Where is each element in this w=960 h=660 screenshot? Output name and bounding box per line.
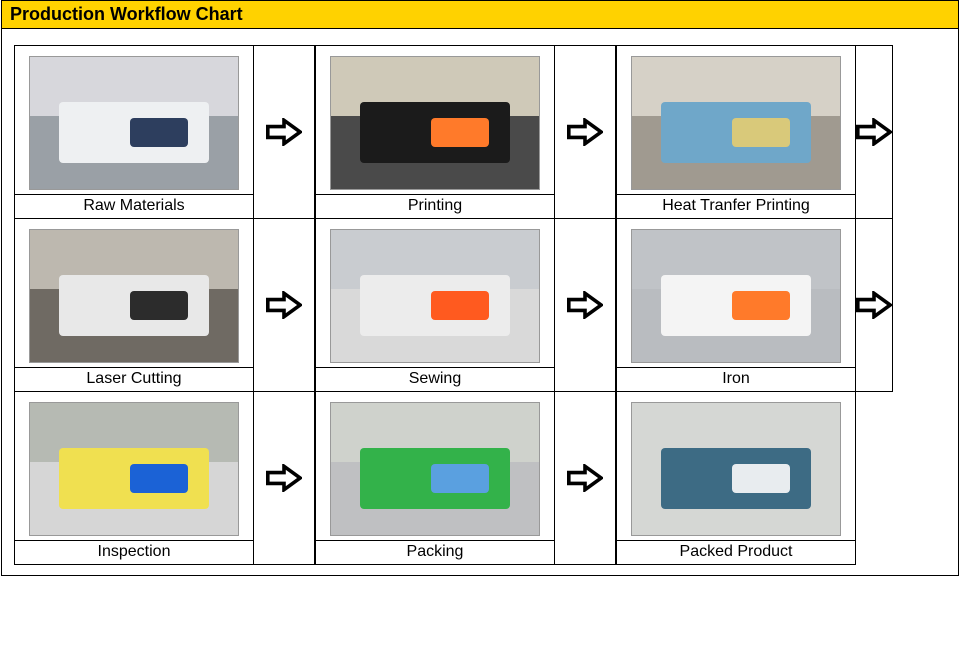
- step-caption: Raw Materials: [15, 194, 253, 218]
- step-cell-sewing: Sewing: [315, 218, 555, 392]
- step-caption: Packed Product: [617, 540, 855, 564]
- step-photo: [330, 402, 540, 536]
- step-photo: [29, 402, 239, 536]
- step-caption: Heat Tranfer Printing: [617, 194, 855, 218]
- chart-row: Raw Materials Printing Heat Tranfer Prin…: [14, 45, 946, 219]
- header-title: Production Workflow Chart: [10, 4, 243, 24]
- step-photo: [330, 229, 540, 363]
- step-caption: Inspection: [15, 540, 253, 564]
- chart-grid: Raw Materials Printing Heat Tranfer Prin…: [2, 29, 958, 575]
- arrow-right-icon: [253, 218, 315, 392]
- step-cell-heat-transfer-printing: Heat Tranfer Printing: [616, 45, 856, 219]
- chart-row: Inspection Packing Packed Product: [14, 391, 946, 565]
- arrow-right-icon: [253, 45, 315, 219]
- step-photo: [330, 56, 540, 190]
- step-photo-wrap: [15, 46, 253, 194]
- step-cell-printing: Printing: [315, 45, 555, 219]
- step-caption: Sewing: [316, 367, 554, 391]
- arrow-right-icon: [855, 218, 893, 392]
- step-photo-wrap: [617, 219, 855, 367]
- step-photo: [631, 402, 841, 536]
- header-bar: Production Workflow Chart: [2, 1, 958, 29]
- arrow-right-icon: [554, 391, 616, 565]
- step-cell-packing: Packing: [315, 391, 555, 565]
- step-cell-iron: Iron: [616, 218, 856, 392]
- step-photo-wrap: [15, 219, 253, 367]
- step-photo: [631, 56, 841, 190]
- step-photo: [29, 56, 239, 190]
- step-photo-wrap: [316, 46, 554, 194]
- step-caption: Printing: [316, 194, 554, 218]
- step-photo: [631, 229, 841, 363]
- step-cell-raw-materials: Raw Materials: [14, 45, 254, 219]
- step-cell-laser-cutting: Laser Cutting: [14, 218, 254, 392]
- workflow-chart-frame: Production Workflow Chart Raw Materials …: [1, 0, 959, 576]
- step-caption: Packing: [316, 540, 554, 564]
- step-photo: [29, 229, 239, 363]
- step-cell-inspection: Inspection: [14, 391, 254, 565]
- arrow-right-icon: [855, 45, 893, 219]
- arrow-right-icon: [253, 391, 315, 565]
- step-caption: Laser Cutting: [15, 367, 253, 391]
- step-photo-wrap: [617, 392, 855, 540]
- arrow-right-icon: [554, 45, 616, 219]
- step-photo-wrap: [316, 219, 554, 367]
- step-cell-packed-product: Packed Product: [616, 391, 856, 565]
- chart-row: Laser Cutting Sewing Iron: [14, 218, 946, 392]
- step-photo-wrap: [316, 392, 554, 540]
- step-photo-wrap: [617, 46, 855, 194]
- step-photo-wrap: [15, 392, 253, 540]
- step-caption: Iron: [617, 367, 855, 391]
- arrow-right-icon: [554, 218, 616, 392]
